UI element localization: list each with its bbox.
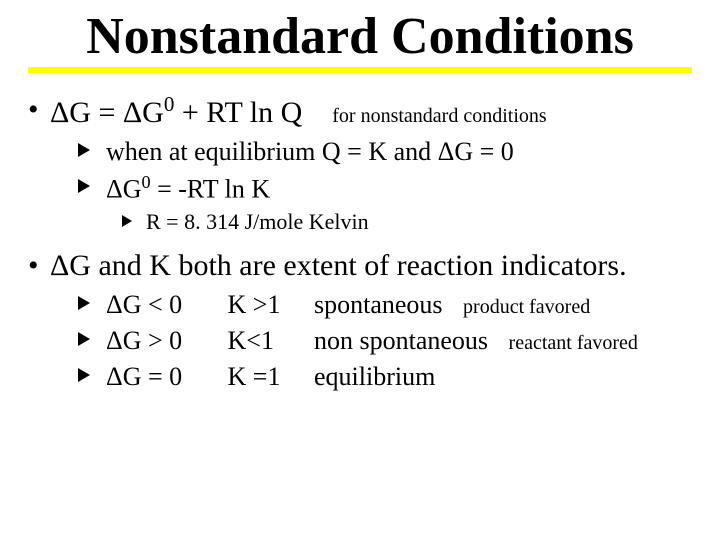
g0-text-a: ΔG	[106, 175, 142, 204]
cell-sp-2: non spontaneous	[314, 324, 488, 358]
sub-bullet-equilibrium: when at equilibrium Q = K and ΔG = 0	[28, 135, 692, 169]
title-underline	[28, 67, 692, 73]
cell-k-2: K<1	[228, 324, 308, 358]
eq-part-1: ΔG = ΔG	[50, 96, 164, 129]
row-nonspontaneous: ΔG > 0 K<1 non spontaneous reactant favo…	[28, 324, 692, 358]
eq-part-2: + RT ln Q	[174, 96, 302, 129]
g0-text-b: = -RT ln K	[151, 175, 271, 204]
sub-bullet-g0: ΔG0 = -RT ln K	[28, 171, 692, 206]
cell-dg-1: ΔG < 0	[106, 288, 221, 322]
cell-sp-3: equilibrium	[314, 360, 435, 394]
cell-note-2: reactant favored	[509, 332, 638, 354]
cell-k-3: K =1	[228, 360, 308, 394]
cell-sp-1: spontaneous	[314, 288, 443, 322]
row-spontaneous: ΔG < 0 K >1 spontaneous product favored	[28, 288, 692, 322]
g0-superscript: 0	[142, 172, 151, 192]
cell-note-1: product favored	[463, 296, 590, 318]
cell-k-1: K >1	[228, 288, 308, 322]
slide: Nonstandard Conditions ΔG = ΔG0 + RT ln …	[0, 0, 720, 540]
cell-dg-3: ΔG = 0	[106, 360, 221, 394]
eq-annotation: for nonstandard conditions	[332, 105, 546, 127]
row-equilibrium: ΔG = 0 K =1 equilibrium	[28, 360, 692, 394]
sub-sub-bullet-r: R = 8. 314 J/mole Kelvin	[28, 208, 692, 237]
bullet-indicators: ΔG and K both are extent of reaction ind…	[28, 247, 692, 285]
cell-dg-2: ΔG > 0	[106, 324, 221, 358]
bullet-equation: ΔG = ΔG0 + RT ln Q for nonstandard condi…	[28, 91, 692, 132]
eq-superscript-0: 0	[164, 92, 175, 116]
slide-title: Nonstandard Conditions	[28, 10, 692, 67]
